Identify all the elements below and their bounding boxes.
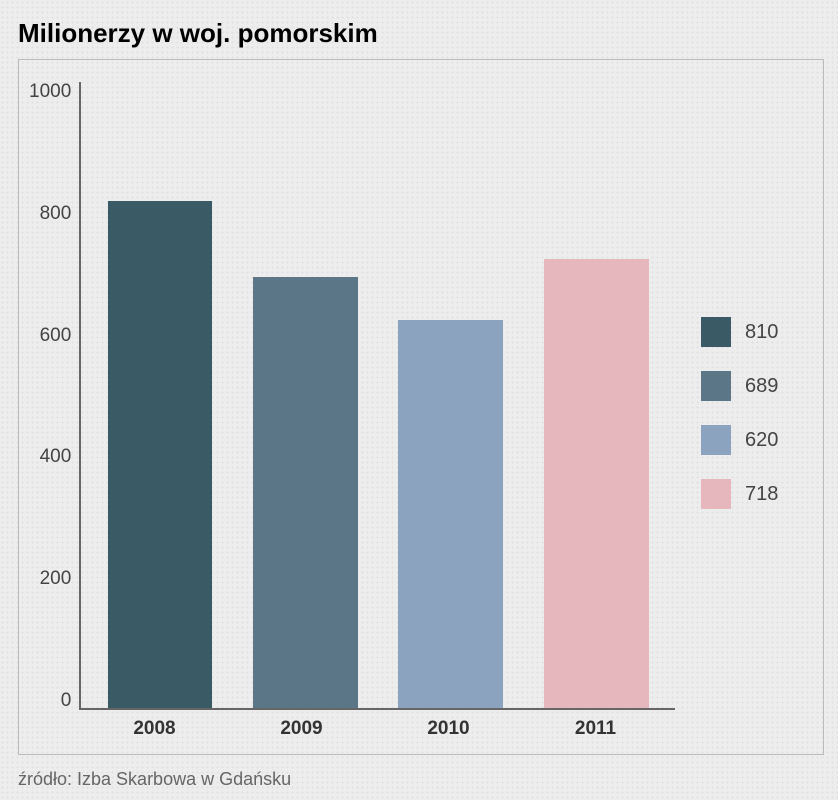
bar-2008 [108,201,213,708]
plot [79,82,675,710]
legend-item: 718 [701,479,805,509]
y-tick: 1000 [29,82,71,101]
bar-2010 [398,320,503,708]
legend-item: 810 [701,317,805,347]
legend-label: 718 [745,483,778,506]
y-tick: 0 [61,691,72,710]
chart-title: Milionerzy w woj. pomorskim [18,18,824,59]
legend-swatch [701,425,731,455]
plot-area: 1000 800 600 400 200 0 2008 2009 2010 20… [29,82,675,744]
x-label: 2008 [102,718,208,740]
y-tick: 600 [40,326,72,345]
legend-label: 689 [745,375,778,398]
y-tick: 400 [40,447,72,466]
x-label: 2009 [249,718,355,740]
legend-item: 620 [701,425,805,455]
y-tick: 200 [40,569,72,588]
x-label: 2011 [543,718,649,740]
x-axis: 2008 2009 2010 2011 [75,710,675,744]
chart-container: 1000 800 600 400 200 0 2008 2009 2010 20… [18,59,824,755]
legend-swatch [701,479,731,509]
x-label: 2010 [396,718,502,740]
source-text: źródło: Izba Skarbowa w Gdańsku [18,755,824,790]
legend-swatch [701,317,731,347]
legend-swatch [701,371,731,401]
legend-label: 810 [745,321,778,344]
y-axis: 1000 800 600 400 200 0 [29,82,79,710]
legend-item: 689 [701,371,805,401]
y-tick: 800 [40,204,72,223]
bar-2011 [544,259,649,708]
bars-group [81,82,675,708]
legend: 810 689 620 718 [675,82,805,744]
legend-label: 620 [745,429,778,452]
bar-2009 [253,277,358,708]
